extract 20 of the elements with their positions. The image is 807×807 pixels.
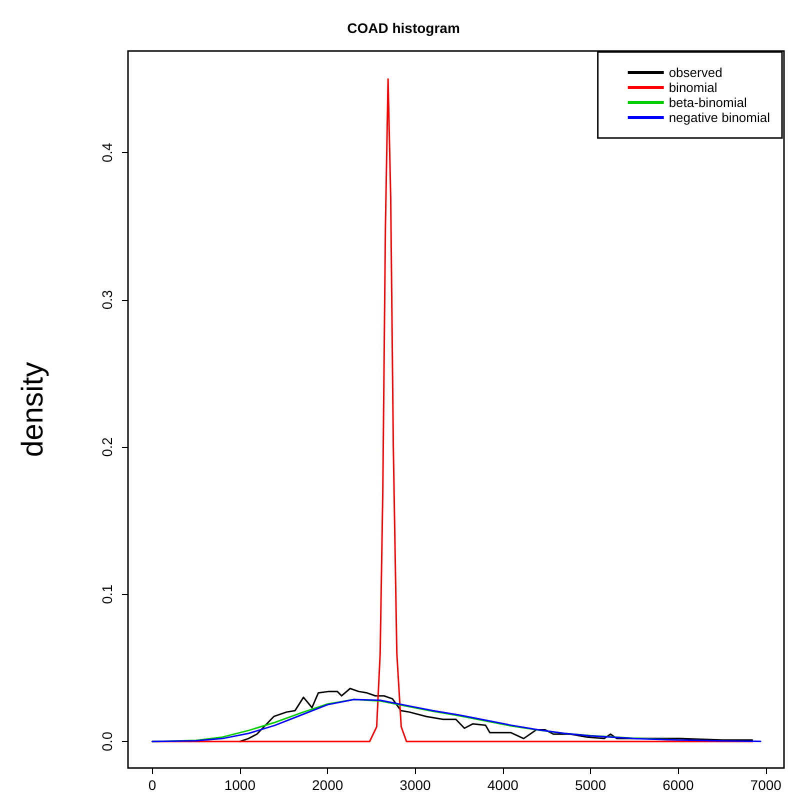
x-tick-label: 3000 bbox=[400, 777, 432, 793]
y-tick-label: 0.1 bbox=[99, 584, 115, 604]
y-tick-label: 0.4 bbox=[99, 142, 115, 162]
x-tick-label: 7000 bbox=[750, 777, 782, 793]
chart-title: COAD histogram bbox=[347, 20, 460, 36]
x-tick-label: 5000 bbox=[574, 777, 606, 793]
x-tick-label: 4000 bbox=[487, 777, 519, 793]
y-tick-label: 0.0 bbox=[99, 732, 115, 752]
legend-label: observed bbox=[668, 65, 722, 80]
legend-label: binomial bbox=[668, 80, 718, 95]
legend-label: negative binomial bbox=[668, 110, 770, 125]
y-axis-title: density bbox=[16, 362, 50, 458]
x-tick-label: 2000 bbox=[312, 777, 344, 793]
x-tick-label: 1000 bbox=[224, 777, 256, 793]
y-tick-label: 0.3 bbox=[99, 290, 115, 310]
legend-label: beta-binomial bbox=[668, 95, 747, 110]
y-tick-label: 0.2 bbox=[99, 437, 115, 457]
x-tick-label: 6000 bbox=[662, 777, 694, 793]
line-series bbox=[239, 688, 754, 742]
x-tick-label: 0 bbox=[148, 777, 156, 793]
